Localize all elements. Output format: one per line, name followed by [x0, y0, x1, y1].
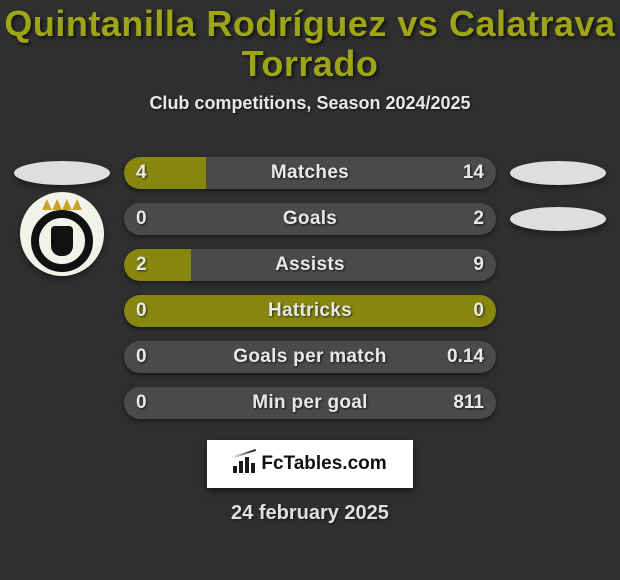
stat-right-value: 0.14 [447, 341, 484, 373]
left-badge-slot [14, 196, 110, 242]
right-ellipse-2 [510, 207, 606, 231]
stat-row: 0 Min per goal 811 [14, 380, 606, 426]
right-badge-slot [510, 196, 606, 242]
left-badge-slot [14, 380, 110, 426]
source-logo[interactable]: FcTables.com [207, 440, 413, 488]
stat-right-value: 2 [473, 203, 484, 235]
stat-right-value: 811 [453, 387, 484, 419]
stat-label: Hattricks [124, 295, 496, 327]
stat-bar: 2 Assists 9 [124, 249, 496, 281]
stat-row: 0 Hattricks 0 [14, 288, 606, 334]
right-badge-slot [510, 288, 606, 334]
right-badge-slot [510, 334, 606, 380]
left-badge-slot [14, 334, 110, 380]
left-badge-slot [14, 288, 110, 334]
club-crest-left [20, 192, 104, 276]
stat-row: 0 Goals 2 [14, 196, 606, 242]
stat-right-value: 9 [473, 249, 484, 281]
stat-label: Min per goal [124, 387, 496, 419]
barchart-icon [233, 455, 255, 473]
stat-right-value: 0 [473, 295, 484, 327]
right-badge-slot [510, 150, 606, 196]
stat-bar: 0 Min per goal 811 [124, 387, 496, 419]
stat-row: 2 Assists 9 [14, 242, 606, 288]
subtitle: Club competitions, Season 2024/2025 [0, 93, 620, 114]
stat-label: Goals [124, 203, 496, 235]
stat-right-value: 14 [463, 157, 484, 189]
source-logo-text: FcTables.com [261, 453, 386, 475]
stat-label: Matches [124, 157, 496, 189]
stat-bar: 0 Hattricks 0 [124, 295, 496, 327]
stat-bar: 4 Matches 14 [124, 157, 496, 189]
stat-row: 0 Goals per match 0.14 [14, 334, 606, 380]
left-ellipse-1 [14, 161, 110, 185]
stat-label: Assists [124, 249, 496, 281]
comparison-card: Quintanilla Rodríguez vs Calatrava Torra… [0, 0, 620, 580]
date-label: 24 february 2025 [14, 502, 606, 525]
stat-label: Goals per match [124, 341, 496, 373]
stat-bar: 0 Goals per match 0.14 [124, 341, 496, 373]
stats-area: 4 Matches 14 0 Goals 2 [0, 150, 620, 525]
right-badge-slot [510, 380, 606, 426]
stat-row: 4 Matches 14 [14, 150, 606, 196]
stat-bar: 0 Goals 2 [124, 203, 496, 235]
page-title: Quintanilla Rodríguez vs Calatrava Torra… [0, 4, 620, 83]
right-ellipse-1 [510, 161, 606, 185]
left-badge-slot [14, 150, 110, 196]
right-badge-slot [510, 242, 606, 288]
